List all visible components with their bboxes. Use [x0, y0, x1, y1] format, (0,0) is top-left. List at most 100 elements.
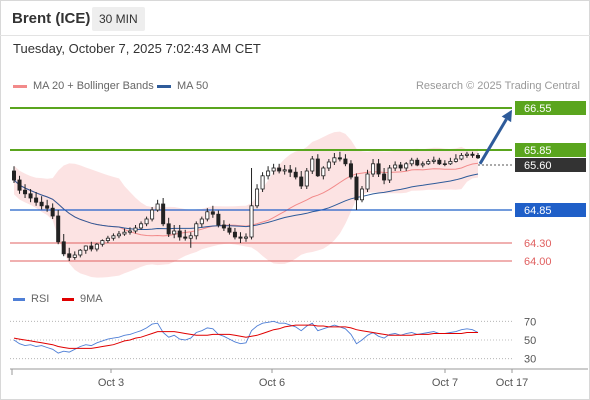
level-label-3: 64.85: [524, 205, 552, 217]
legend-rsi: RSI: [13, 293, 49, 305]
legend-ma50-swatch: [157, 84, 171, 88]
candle-body: [227, 227, 232, 233]
legend-ma50: MA 50: [157, 80, 208, 92]
candle-body: [304, 170, 309, 187]
candle-body: [343, 158, 348, 165]
time-tick-label: Oct 6: [259, 377, 285, 389]
candle-body: [17, 179, 22, 191]
candle-body: [398, 164, 403, 169]
candle-body: [371, 163, 376, 175]
candle-body: [354, 176, 359, 201]
time-tick-label: Oct 7: [432, 377, 458, 389]
candle-body: [199, 218, 204, 225]
candle-body: [243, 236, 248, 239]
candle-body: [387, 167, 392, 181]
candle-body: [420, 163, 425, 166]
candle-body: [299, 176, 304, 187]
candle-body: [365, 173, 370, 190]
candle-body: [271, 167, 276, 172]
candle-body: [337, 157, 342, 160]
candle-body: [28, 193, 33, 199]
candle-body: [221, 224, 226, 229]
candle-body: [72, 254, 77, 258]
candle-body: [166, 223, 171, 235]
candle-body: [464, 153, 469, 156]
candle-body: [437, 159, 442, 165]
candle-body: [83, 245, 88, 251]
candle-body: [216, 213, 221, 226]
candle-body: [470, 153, 475, 156]
legend-rsi-label: RSI: [31, 293, 50, 305]
legend-rsi-ma: 9MA: [62, 293, 103, 305]
candle-body: [404, 163, 409, 169]
candle-body: [266, 170, 271, 177]
candle-body: [61, 241, 66, 255]
candle-body: [409, 159, 414, 165]
candle-body: [315, 158, 320, 177]
candle-body: [326, 161, 331, 169]
candle-body: [415, 159, 420, 166]
candle-body: [442, 163, 447, 166]
candle-body: [116, 233, 121, 237]
level-tag-0: [515, 101, 586, 115]
legend-rsi-ma-label: 9MA: [80, 293, 103, 305]
candle-body: [67, 253, 72, 258]
candle-body: [177, 230, 182, 238]
candle-body: [393, 164, 398, 169]
candle-body: [172, 230, 177, 235]
rsi-tick-50: 50: [524, 335, 536, 347]
candle-body: [122, 231, 127, 235]
candle-body: [249, 205, 254, 238]
candle-body: [210, 211, 215, 215]
candle-body: [144, 218, 149, 225]
candle-body: [50, 207, 55, 217]
candle-body: [288, 169, 293, 173]
candle-body: [183, 236, 188, 239]
level-tag-3: [515, 203, 586, 217]
candle-body: [376, 163, 381, 175]
forecast-arrow-head: [501, 109, 512, 123]
time-tick-label: Oct 3: [98, 377, 124, 389]
candle-body: [348, 163, 353, 178]
level-label-1: 65.85: [524, 145, 552, 157]
candle-body: [111, 235, 116, 239]
candle-body: [332, 157, 337, 163]
candle-body: [11, 170, 16, 181]
rsi-tick-70: 70: [524, 316, 536, 328]
candle-body: [39, 201, 44, 207]
candle-body: [56, 215, 61, 243]
candle-body: [232, 231, 237, 238]
candle-body: [34, 197, 39, 203]
candle-body: [260, 175, 265, 190]
rsi-tick-30: 30: [524, 354, 536, 366]
copyright-notice: Research © 2025 Trading Central: [415, 80, 580, 92]
timeframe-button[interactable]: 30 MIN: [92, 7, 145, 31]
legend-rsi-ma-swatch: [62, 297, 74, 301]
level-label-4: 64.30: [524, 238, 552, 250]
candle-body: [282, 169, 287, 172]
candle-body: [459, 154, 464, 160]
candle-body: [78, 249, 83, 256]
bollinger-band-fill: [14, 131, 478, 278]
candle-body: [89, 245, 94, 250]
legend-ma20-swatch: [13, 84, 27, 88]
candle-body: [321, 167, 326, 177]
level-tag-2: [515, 158, 586, 172]
level-tag-1: [515, 143, 586, 157]
candle-body: [188, 235, 193, 239]
legend-rsi-swatch: [13, 297, 25, 301]
candle-body: [155, 203, 160, 211]
candle-body: [448, 160, 453, 165]
candle-body: [23, 189, 28, 195]
candle-body: [475, 154, 480, 159]
candle-body: [194, 223, 199, 237]
time-tick-label: Oct 17: [496, 377, 528, 389]
candle-body: [277, 167, 282, 172]
candle-body: [382, 173, 387, 181]
legend-ma20-label: MA 20 + Bollinger Bands: [33, 80, 154, 92]
header-divider: [0, 35, 590, 36]
level-label-2: 65.60: [524, 160, 552, 172]
candle-body: [45, 205, 50, 209]
candle-body: [127, 230, 132, 233]
